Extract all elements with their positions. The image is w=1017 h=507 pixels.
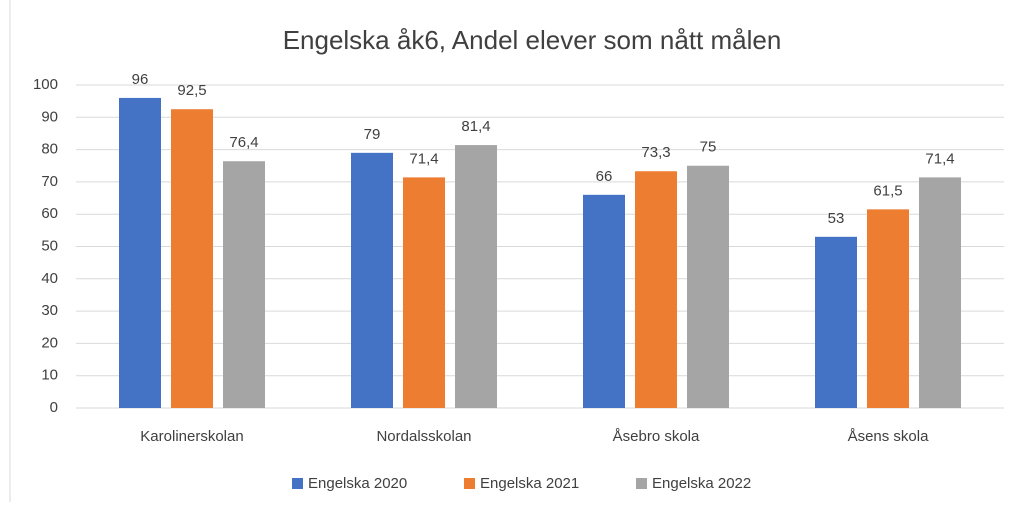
- data-label: 75: [700, 139, 717, 156]
- data-label: 71,4: [925, 150, 954, 167]
- y-tick-label: 10: [41, 367, 58, 384]
- legend-label: Engelska 2021: [480, 475, 579, 492]
- y-tick-label: 0: [50, 399, 58, 416]
- bar: [351, 152, 393, 408]
- legend-swatch: [292, 478, 303, 489]
- bar: [171, 109, 213, 408]
- chart-title: Engelska åk6, Andel elever som nått måle…: [283, 25, 782, 55]
- data-label: 76,4: [229, 134, 258, 151]
- bar: [919, 177, 961, 408]
- y-tick-label: 40: [41, 270, 58, 287]
- y-tick-label: 50: [41, 237, 58, 254]
- x-tick-label: Nordalsskolan: [376, 428, 471, 445]
- data-label: 71,4: [409, 150, 438, 167]
- bar: [867, 209, 909, 408]
- bar: [403, 177, 445, 408]
- y-tick-label: 20: [41, 334, 58, 351]
- data-label: 61,5: [873, 182, 902, 199]
- data-label: 81,4: [461, 118, 490, 135]
- data-label: 92,5: [177, 82, 206, 99]
- bar: [815, 236, 857, 408]
- data-label: 53: [828, 210, 845, 227]
- legend-swatch: [636, 478, 647, 489]
- data-label: 73,3: [641, 144, 670, 161]
- legend-label: Engelska 2022: [652, 475, 751, 492]
- bar: [455, 145, 497, 408]
- legend-label: Engelska 2020: [308, 475, 407, 492]
- y-tick-label: 30: [41, 302, 58, 319]
- y-tick-label: 100: [33, 76, 58, 93]
- x-tick-label: Åsens skola: [848, 428, 930, 445]
- y-tick-label: 60: [41, 205, 58, 222]
- data-label: 79: [364, 126, 381, 143]
- bar: [687, 165, 729, 408]
- legend-swatch: [464, 478, 475, 489]
- x-tick-label: Åsebro skola: [613, 428, 700, 445]
- y-tick-label: 90: [41, 108, 58, 125]
- data-label: 96: [132, 71, 149, 88]
- bar: [583, 194, 625, 408]
- bar: [119, 97, 161, 409]
- bar: [223, 161, 265, 408]
- y-tick-label: 70: [41, 173, 58, 190]
- y-tick-label: 80: [41, 141, 58, 158]
- x-tick-label: Karolinerskolan: [140, 428, 243, 445]
- data-label: 66: [596, 168, 613, 185]
- bar: [635, 171, 677, 408]
